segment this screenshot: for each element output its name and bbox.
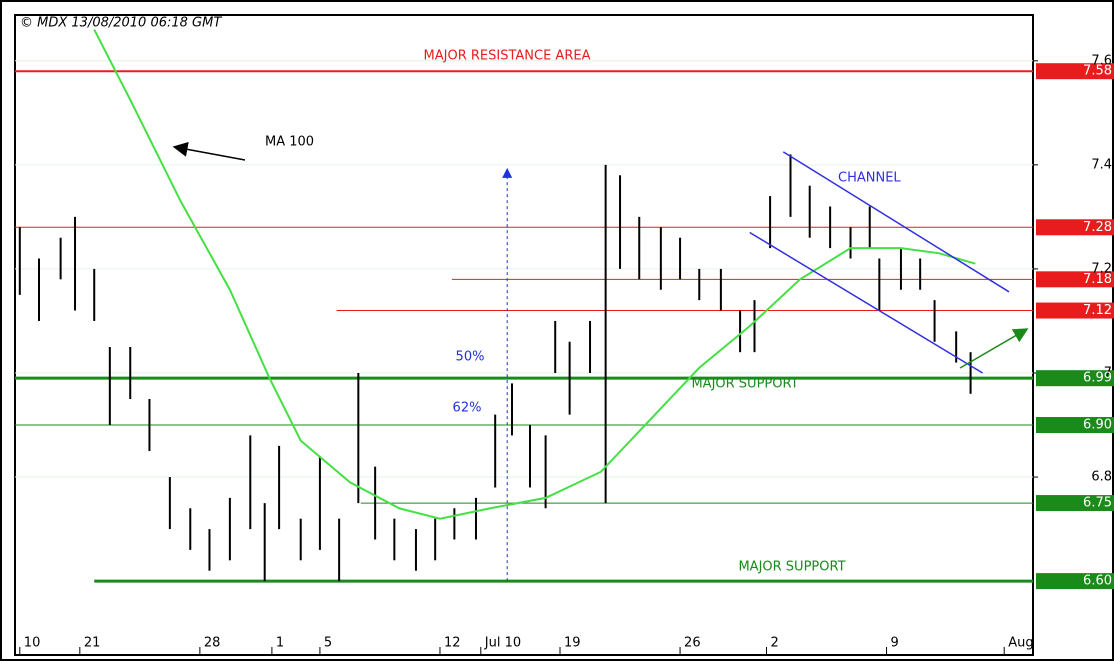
y-tick-label: 7.6: [1091, 53, 1112, 68]
level-box: [1036, 417, 1114, 434]
x-tick-label: 2: [770, 636, 778, 651]
annotation: CHANNEL: [838, 171, 901, 186]
x-tick-label: 28: [204, 636, 221, 651]
x-tick-label: 10: [24, 636, 41, 651]
level-box: [1036, 370, 1114, 387]
annotation: MA 100: [265, 135, 314, 150]
y-tick-label: 7: [1104, 365, 1112, 380]
annotation: MAJOR SUPPORT: [738, 560, 845, 575]
level-box: [1036, 573, 1114, 590]
x-tick-label: Jul 10: [484, 636, 521, 651]
x-tick-label: 1: [276, 636, 284, 651]
level-box: [1036, 271, 1114, 288]
annotation: MAJOR SUPPORT: [691, 377, 798, 392]
level-label: 7.28: [1083, 220, 1112, 235]
level-box: [1036, 495, 1114, 512]
x-tick-label: 5: [324, 636, 332, 651]
level-box: [1036, 302, 1114, 319]
channel-line: [782, 151, 1010, 293]
level-label: 6.60: [1083, 574, 1112, 589]
x-tick-label: 12: [444, 636, 461, 651]
level-label: 7.12: [1083, 303, 1112, 318]
annotation: 62%: [453, 401, 482, 416]
level-box: [1036, 63, 1114, 80]
ma-line: [93, 29, 976, 520]
x-tick-label: 9: [891, 636, 899, 651]
level-label: 7.18: [1083, 272, 1112, 287]
source: © MDX 13/08/2010 06:18 GMT: [20, 16, 222, 31]
annotation: MAJOR RESISTANCE AREA: [424, 49, 591, 64]
y-tick-label: 7.2: [1091, 261, 1112, 276]
level-box: [1036, 219, 1114, 236]
channel-line: [749, 231, 983, 374]
ma-arrow: [172, 141, 246, 161]
x-tick-label: Aug: [1008, 636, 1033, 651]
level-label: 6.75: [1083, 496, 1112, 511]
x-tick-label: 21: [84, 636, 101, 651]
annotation: 50%: [456, 350, 485, 365]
y-tick-label: 6.8: [1091, 470, 1112, 485]
level-label: 6.99: [1083, 371, 1112, 386]
y-tick-label: 7.4: [1091, 157, 1112, 172]
level-label: 6.90: [1083, 418, 1112, 433]
level-label: 7.58: [1083, 64, 1112, 79]
layer: [15, 29, 1038, 655]
x-tick-label: 19: [564, 636, 581, 651]
breakout-arrow: [959, 328, 1029, 369]
plot-area: [14, 14, 1034, 656]
x-tick-label: 26: [684, 636, 701, 651]
